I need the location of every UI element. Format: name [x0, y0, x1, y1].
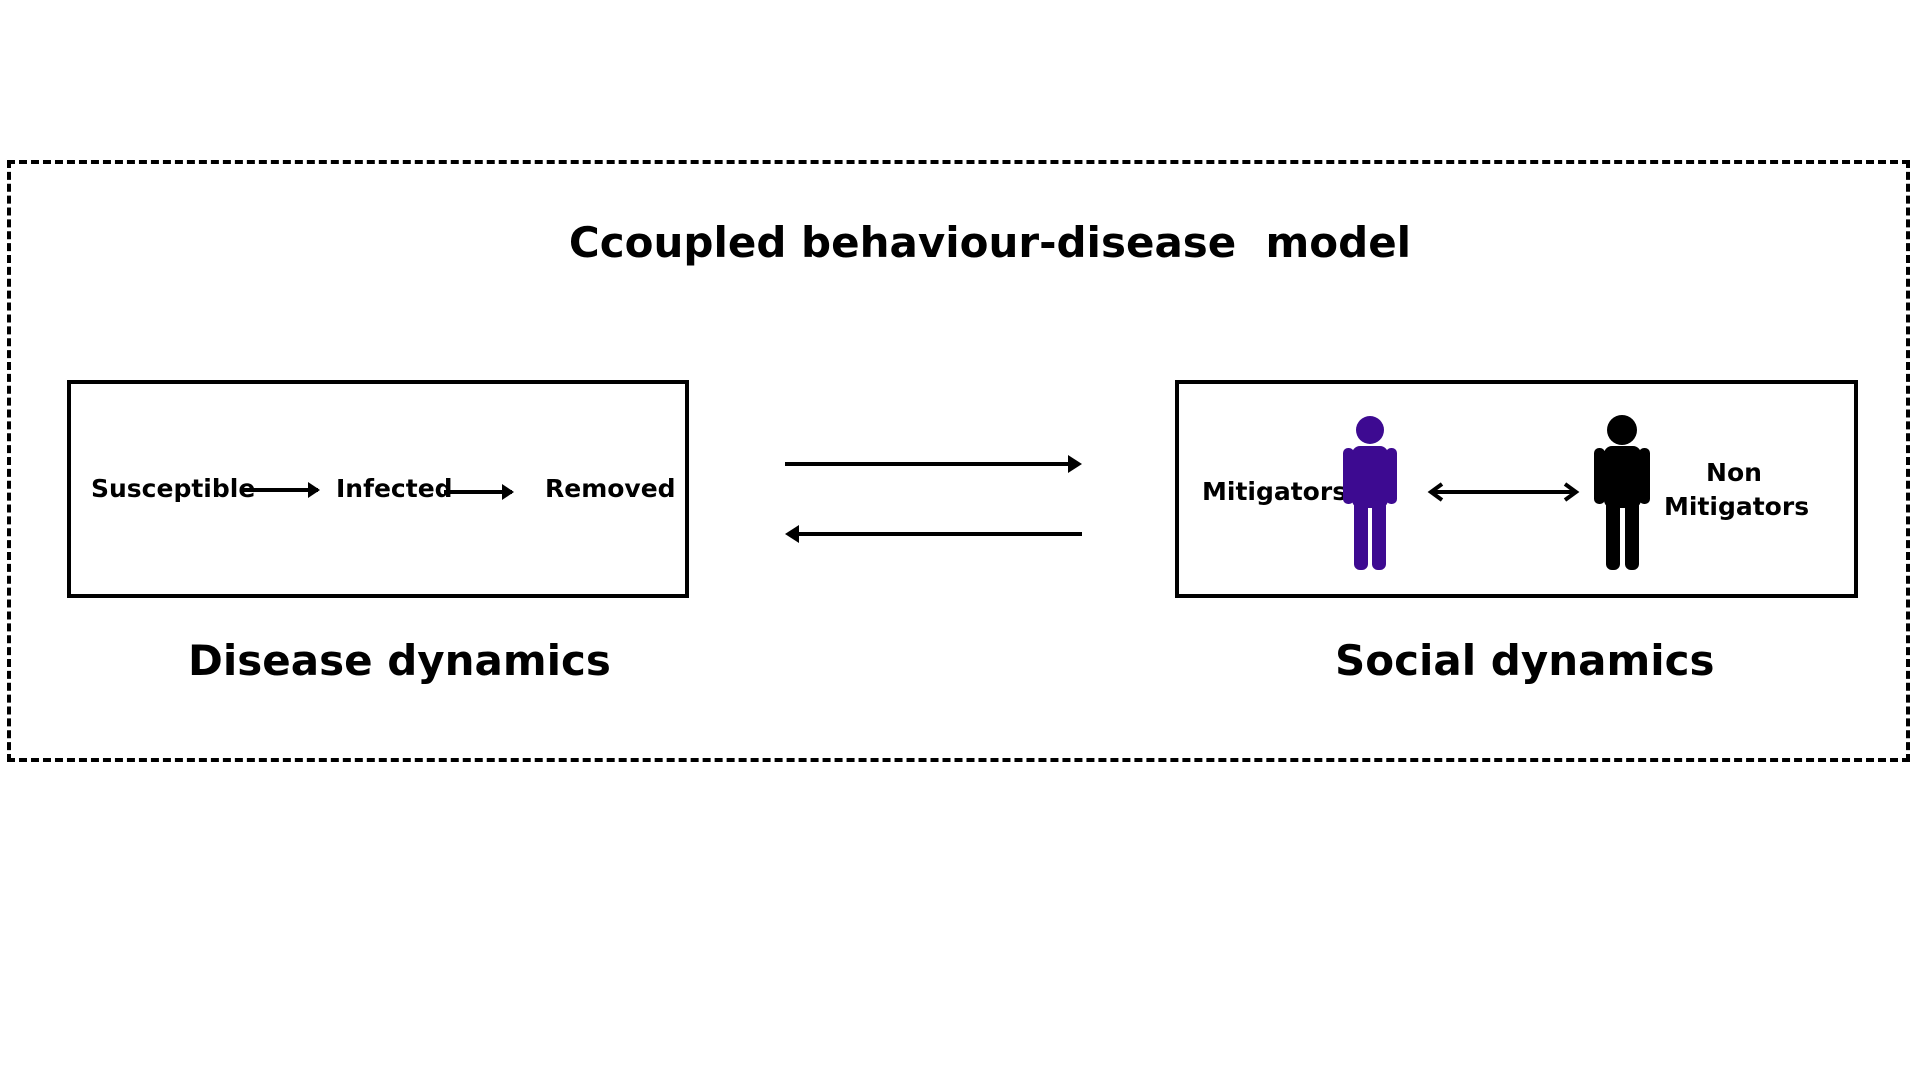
non-mitigators-line-1: Non [1706, 458, 1762, 487]
mitigator-person-icon [1343, 416, 1397, 570]
arrowhead-left-social [1427, 482, 1444, 502]
diagram-title: Ccoupled behaviour-disease model [568, 218, 1412, 267]
node-removed: Removed [545, 474, 676, 503]
arrowhead-right-social [1563, 482, 1580, 502]
non-mitigators-line-2: Mitigators [1664, 492, 1810, 521]
node-mitigators: Mitigators [1202, 477, 1348, 506]
arrowhead-infected-to-removed [502, 484, 514, 500]
disease-dynamics-caption: Disease dynamics [188, 636, 611, 685]
social-dynamics-caption: Social dynamics [1335, 636, 1715, 685]
arrowhead-susceptible-to-infected [308, 482, 320, 498]
node-susceptible: Susceptible [91, 474, 256, 503]
social-dynamics-box [1175, 380, 1858, 598]
node-non-mitigators: Non Mitigators [1664, 456, 1810, 524]
coupled-model-frame [7, 160, 1910, 762]
node-infected: Infected [336, 474, 453, 503]
non-mitigator-person-icon [1594, 415, 1650, 570]
arrowhead-social-to-disease [785, 525, 799, 543]
arrowhead-disease-to-social [1068, 455, 1082, 473]
disease-dynamics-box [67, 380, 689, 598]
